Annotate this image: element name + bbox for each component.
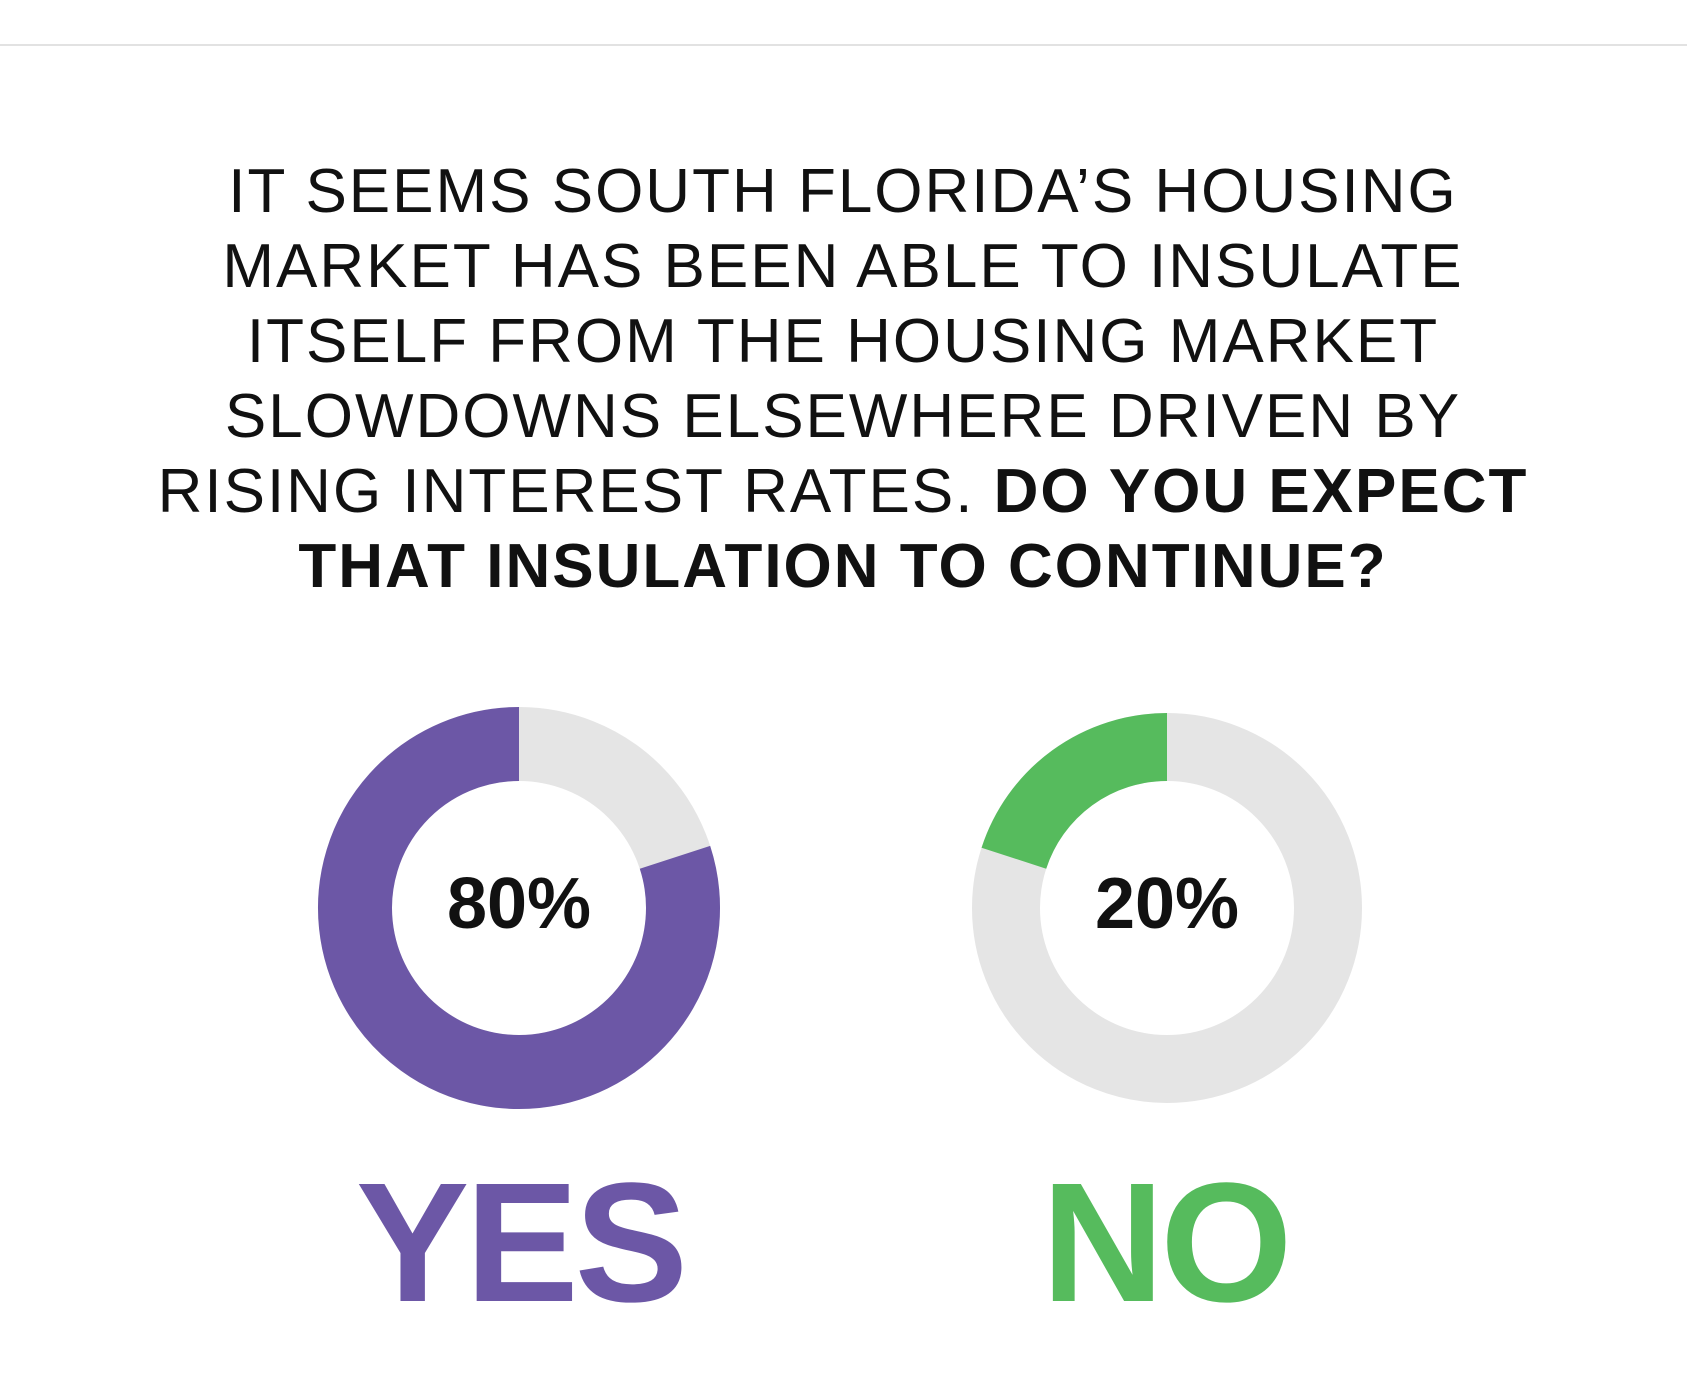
- series-label-yes: YES: [355, 1148, 688, 1338]
- question-line-1: IT SEEMS SOUTH FLORIDA’S HOUSING: [228, 157, 1458, 226]
- donut-chart-yes: 80%: [318, 707, 720, 1109]
- donut-slice-yes: [318, 707, 720, 1109]
- top-divider: [0, 44, 1687, 46]
- data-label-yes: 80%: [447, 864, 591, 944]
- donut-slice-no: [981, 713, 1168, 870]
- series-label-no: NO: [1041, 1148, 1293, 1338]
- question-line-2: MARKET HAS BEEN ABLE TO INSULATE: [222, 232, 1464, 301]
- data-label-no: 20%: [1095, 864, 1239, 944]
- question-line-6: THAT INSULATION TO CONTINUE?: [298, 532, 1388, 601]
- survey-question: IT SEEMS SOUTH FLORIDA’S HOUSING MARKET …: [143, 154, 1543, 604]
- question-line-4: SLOWDOWNS ELSEWHERE DRIVEN BY: [224, 382, 1462, 451]
- donut-chart-no: 20%: [972, 713, 1362, 1103]
- question-line-5-ask: DO YOU EXPECT: [993, 457, 1529, 526]
- question-line-5-statement: RISING INTEREST RATES.: [157, 457, 994, 526]
- question-line-3: ITSELF FROM THE HOUSING MARKET: [246, 307, 1440, 376]
- question-line-5: RISING INTEREST RATES. DO YOU EXPECT: [143, 454, 1543, 529]
